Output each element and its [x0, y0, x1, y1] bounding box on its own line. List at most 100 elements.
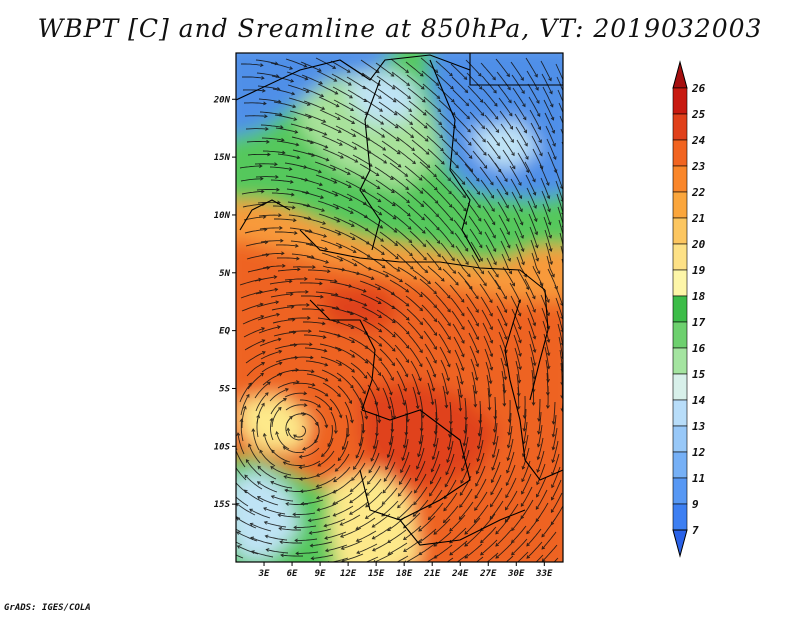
streamline-arrow	[391, 319, 396, 324]
streamline	[393, 97, 412, 112]
streamline-arrow	[233, 463, 236, 466]
streamline-arrow	[250, 536, 255, 541]
streamline	[484, 231, 497, 252]
streamline	[334, 346, 355, 358]
streamline	[288, 214, 311, 220]
streamline	[361, 306, 382, 318]
streamline	[552, 440, 559, 463]
streamline-arrow	[279, 125, 284, 130]
streamline	[292, 149, 315, 157]
streamline	[321, 135, 343, 146]
streamline-arrow	[535, 86, 539, 91]
streamline-arrow	[546, 405, 550, 409]
streamline	[425, 122, 443, 139]
streamline-arrow	[267, 381, 271, 386]
streamline-arrow	[536, 481, 540, 486]
streamline-arrow	[397, 504, 401, 509]
streamline-arrow	[243, 489, 248, 494]
streamline	[509, 282, 521, 303]
streamline-arrow	[412, 160, 416, 165]
streamline-arrow	[276, 312, 281, 317]
streamline	[236, 541, 243, 546]
streamline-arrow	[282, 461, 287, 465]
streamline-arrow	[324, 536, 328, 540]
streamline	[468, 215, 482, 235]
streamline-arrow	[520, 503, 525, 507]
streamline	[536, 476, 547, 498]
streamline	[495, 542, 513, 559]
streamline-arrow	[532, 178, 536, 183]
streamline-arrow	[523, 129, 528, 134]
streamline	[257, 85, 280, 90]
streamline	[277, 153, 300, 159]
streamline-arrow	[403, 387, 408, 392]
streamline	[536, 463, 546, 485]
streamline-arrow	[546, 365, 551, 370]
streamline	[255, 176, 279, 178]
streamline	[271, 495, 294, 502]
streamline-arrow	[433, 290, 437, 295]
streamline	[471, 371, 477, 394]
streamline	[317, 83, 338, 95]
streamline	[511, 525, 527, 543]
streamline-arrow	[340, 155, 344, 159]
streamline-arrow	[299, 489, 304, 494]
streamline	[487, 387, 490, 410]
streamline-arrow	[260, 314, 265, 319]
streamline	[512, 87, 526, 107]
streamline	[479, 283, 493, 303]
streamline	[236, 528, 242, 533]
streamline	[452, 323, 465, 344]
streamline	[350, 475, 367, 492]
streamline-arrow	[507, 86, 511, 91]
lat-tick-label: 15S	[214, 500, 231, 510]
streamline	[406, 191, 424, 207]
streamline	[510, 178, 522, 199]
streamline-arrow	[432, 443, 437, 448]
streamline	[507, 438, 514, 461]
streamline-arrow	[381, 251, 385, 256]
streamline-arrow	[273, 275, 278, 280]
streamline	[291, 253, 314, 258]
streamline	[401, 438, 409, 461]
streamline	[525, 291, 536, 313]
streamline-arrow	[324, 424, 329, 429]
streamline	[543, 333, 550, 356]
streamline	[498, 97, 513, 117]
streamline-arrow	[566, 277, 569, 280]
streamline-arrow	[415, 405, 420, 410]
lon-tick-label: 12E	[340, 569, 357, 579]
streamline	[303, 100, 325, 110]
streamline	[515, 243, 525, 265]
streamline	[349, 488, 368, 504]
map-panel	[233, 53, 569, 562]
streamline	[259, 227, 283, 230]
streamline-arrow	[263, 521, 268, 525]
streamline	[294, 525, 317, 528]
streamline	[290, 123, 313, 131]
streamline-arrow	[436, 226, 440, 231]
streamline	[544, 229, 552, 252]
streamline-arrow	[459, 504, 463, 508]
streamline-arrow	[465, 261, 469, 266]
streamline-arrow	[383, 160, 388, 164]
streamline-arrow	[566, 134, 569, 137]
streamline	[436, 307, 451, 326]
streamline	[425, 356, 436, 378]
streamline	[271, 306, 294, 311]
streamline	[377, 88, 397, 103]
streamline-arrow	[298, 465, 303, 470]
streamline-arrow	[476, 177, 480, 182]
streamline-arrow	[303, 64, 308, 68]
streamline-arrow	[521, 466, 526, 470]
streamline-arrow	[449, 217, 454, 222]
streamline	[535, 554, 544, 562]
streamline-arrow	[324, 377, 329, 382]
streamline	[411, 139, 430, 155]
streamline	[353, 449, 365, 470]
field-light-blue	[350, 70, 420, 125]
streamline-arrow	[314, 439, 318, 444]
streamline	[378, 218, 397, 233]
streamline-arrow	[328, 406, 333, 411]
streamline-arrow	[434, 200, 439, 204]
